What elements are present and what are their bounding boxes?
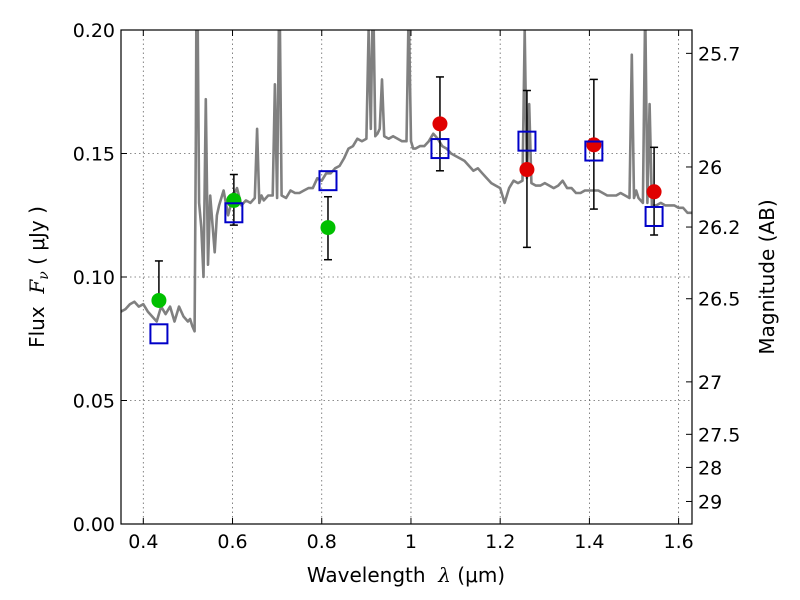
y2-axis-ticks: 25.7 26 26.2 26.5 27 27.5 28 29 [686,43,740,513]
x-axis-ticks: 0.4 0.6 0.8 1 1.2 1.4 1.6 [128,30,694,553]
y-tick-label: 0.20 [73,20,115,42]
x-tick-label: 0.8 [307,531,337,553]
x-axis-label: Wavelength λ (μm) [307,563,505,587]
y2-tick-label: 28 [698,457,722,479]
y2-tick-label: 29 [698,491,722,513]
y-tick-label: 0.15 [73,144,115,166]
x-tick-label: 1.6 [664,531,694,553]
y2-tick-label: 27 [698,372,722,394]
y-tick-label: 0.05 [73,391,115,413]
x-axis-label-symbol: λ [437,563,451,587]
y2-tick-label: 27.5 [698,424,740,446]
y-axis-label-suffix: ( μJy ) [25,206,49,271]
y-axis-label-prefix: Flux [25,294,49,348]
y-axis-label-symbol: F [25,279,49,295]
y-axis-label: Flux Fν ( μJy ) [25,206,52,348]
data-point-layer [149,116,664,345]
x-axis-label-prefix: Wavelength [307,563,438,587]
spectrum-layer [121,30,692,333]
y2-tick-label: 26 [698,157,722,179]
model-photometry-square [644,205,664,227]
observed-point [519,162,535,178]
x-tick-label: 1.4 [574,531,604,553]
observed-point [151,292,167,308]
y-axis-label-subscript: ν [36,271,52,280]
observed-point [586,137,602,153]
observed-point [226,192,242,208]
model-photometry-square [149,323,169,345]
observed-point [432,116,448,132]
spectrum-line [121,30,692,333]
y2-tick-label: 25.7 [698,43,740,65]
y-axis-ticks: 0.00 0.05 0.10 0.15 0.20 [73,20,127,536]
x-tick-label: 0.6 [217,531,247,553]
x-tick-label: 1 [405,531,417,553]
y2-tick-label: 26.2 [698,217,740,239]
model-photometry-square [584,140,604,162]
x-tick-label: 0.4 [128,531,158,553]
observed-point [320,220,336,236]
y2-tick-label: 26.5 [698,289,740,311]
model-photometry-square [517,130,537,152]
model-photometry-square [430,138,450,160]
x-tick-label: 1.2 [485,531,515,553]
y-tick-label: 0.10 [73,267,115,289]
observed-point [646,184,662,200]
model-photometry-square [224,202,244,224]
y-tick-label: 0.00 [73,514,115,536]
x-axis-label-suffix: (μm) [451,563,505,587]
y2-axis-label: Magnitude (AB) [755,199,779,354]
model-photometry-square [318,170,338,192]
